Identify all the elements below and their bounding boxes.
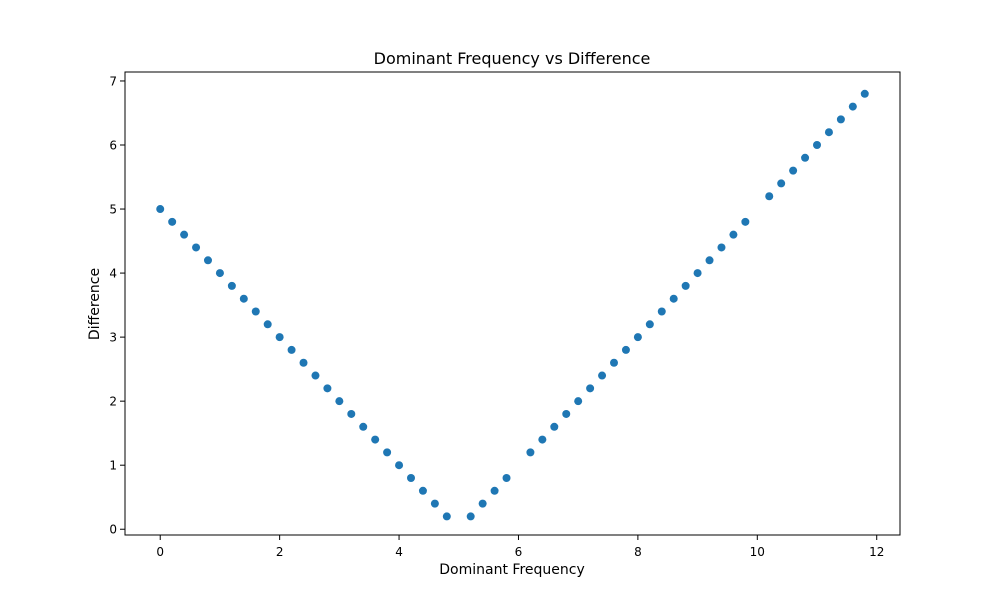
data-point [347, 409, 356, 418]
data-point [251, 307, 260, 316]
chart-title: Dominant Frequency vs Difference [374, 49, 651, 68]
data-point [371, 435, 380, 444]
data-point [478, 499, 487, 508]
y-axis-ticks: 0 1 2 3 4 5 6 7 [109, 74, 125, 537]
data-point [777, 179, 786, 188]
x-axis-label: Dominant Frequency [439, 562, 584, 578]
data-point [263, 320, 272, 329]
y-tick-label: 6 [109, 139, 117, 153]
data-point [717, 243, 726, 252]
y-axis-label: Difference [87, 268, 103, 340]
data-point [621, 345, 630, 354]
data-point [705, 256, 714, 265]
data-point [490, 486, 499, 495]
data-point [765, 192, 774, 201]
data-point [466, 512, 475, 521]
data-point [657, 307, 666, 316]
y-tick-label: 0 [109, 523, 117, 537]
data-point [574, 397, 583, 406]
data-point [860, 89, 869, 98]
y-tick-label: 2 [109, 395, 117, 409]
data-point [192, 243, 201, 252]
data-point [335, 397, 344, 406]
data-point [562, 409, 571, 418]
data-point [442, 512, 451, 521]
y-tick-label: 7 [109, 74, 117, 88]
data-point [180, 230, 189, 239]
data-point [801, 153, 810, 162]
data-point [836, 115, 845, 124]
data-point [729, 230, 738, 239]
x-tick-label: 10 [750, 545, 765, 559]
data-point [741, 217, 750, 226]
y-tick-label: 5 [109, 203, 117, 217]
plot-frame [124, 71, 901, 536]
data-point [323, 384, 332, 393]
x-tick-label: 12 [869, 545, 884, 559]
data-point [645, 320, 654, 329]
data-point [430, 499, 439, 508]
data-point [359, 422, 368, 431]
data-point [203, 256, 212, 265]
data-point [383, 448, 392, 457]
x-tick-label: 6 [515, 545, 523, 559]
data-point [669, 294, 678, 303]
data-point [275, 333, 284, 342]
data-point [239, 294, 248, 303]
data-point [418, 486, 427, 495]
data-point [287, 345, 296, 354]
x-axis-ticks: 0 2 4 6 8 10 12 [156, 535, 884, 559]
data-point [824, 128, 833, 137]
data-point [215, 269, 224, 278]
data-points [156, 89, 869, 521]
data-point [395, 461, 404, 470]
data-point [407, 474, 415, 483]
data-point [848, 102, 857, 111]
data-point [168, 217, 177, 226]
data-point [586, 384, 595, 393]
data-point [502, 474, 511, 483]
data-point [598, 371, 607, 380]
data-point [311, 371, 320, 380]
data-point [633, 333, 642, 342]
x-tick-label: 4 [395, 545, 403, 559]
y-tick-label: 3 [109, 331, 117, 345]
data-point [299, 358, 308, 367]
x-tick-label: 0 [156, 545, 164, 559]
data-point [681, 281, 690, 290]
data-point [813, 141, 822, 149]
data-point [156, 205, 165, 214]
data-point [526, 448, 535, 457]
data-point [789, 166, 798, 175]
x-tick-label: 2 [276, 545, 284, 559]
data-point [550, 422, 559, 431]
data-point [693, 269, 702, 278]
y-tick-label: 4 [109, 267, 117, 281]
y-tick-label: 1 [109, 459, 117, 473]
data-point [538, 435, 547, 444]
data-point [227, 281, 236, 290]
x-tick-label: 8 [634, 545, 642, 559]
data-point [610, 358, 618, 367]
